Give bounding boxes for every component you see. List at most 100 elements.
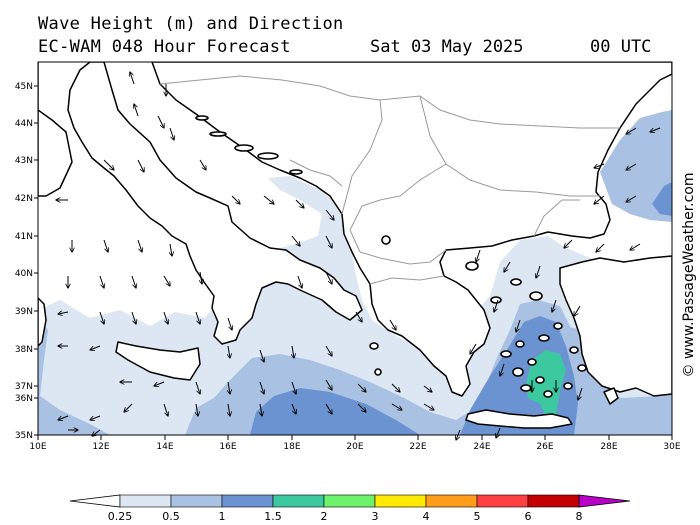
- direction-arrow: [170, 243, 172, 256]
- lon-label: 18E: [283, 442, 300, 452]
- direction-arrow: [391, 383, 400, 392]
- direction-arrow: [58, 312, 69, 314]
- direction-arrow: [626, 195, 637, 202]
- lon-label: 26E: [536, 442, 553, 452]
- direction-arrow: [292, 345, 294, 358]
- direction-arrow: [130, 72, 135, 85]
- direction-arrow: [423, 385, 432, 392]
- direction-arrow: [596, 243, 605, 252]
- rhodes: [603, 387, 619, 405]
- lon-label: 16E: [219, 442, 236, 452]
- lat-label: 45N: [15, 82, 33, 92]
- direction-arrow: [516, 319, 521, 332]
- direction-arrow: [131, 275, 136, 288]
- direction-arrow: [355, 311, 362, 322]
- wave-band-1-blacksea: [652, 182, 672, 216]
- direction-arrow: [90, 345, 101, 350]
- direction-arrow: [594, 163, 605, 168]
- direction-arrow: [263, 195, 274, 204]
- wave-direction-arrows: [56, 72, 661, 440]
- lat-label: 44N: [15, 119, 33, 129]
- direction-arrow: [470, 343, 477, 354]
- direction-arrow: [163, 275, 170, 286]
- direction-arrow: [90, 415, 101, 420]
- direction-arrow: [163, 311, 168, 324]
- direction-arrow: [295, 199, 304, 208]
- wave-band-15: [526, 350, 566, 420]
- legend-swatch: [170, 494, 223, 508]
- lon-label: 20E: [346, 442, 363, 452]
- direction-arrow: [99, 275, 104, 288]
- mainland: [38, 62, 73, 197]
- direction-arrow: [195, 381, 200, 394]
- direction-arrow: [500, 363, 505, 376]
- italy-balkans-land: [67, 62, 363, 345]
- direction-arrow: [228, 381, 230, 394]
- sardinia: [38, 297, 47, 347]
- lon-label: 28E: [600, 442, 617, 452]
- legend-cap-left: [69, 494, 121, 508]
- direction-arrow: [195, 311, 200, 324]
- direction-arrow: [496, 427, 501, 438]
- direction-arrow: [325, 379, 332, 390]
- direction-arrow: [564, 239, 573, 248]
- direction-arrow: [297, 275, 302, 288]
- legend-swatch: [119, 494, 172, 508]
- direction-arrow: [58, 415, 69, 420]
- lat-label: 42N: [15, 194, 33, 204]
- anatolia: [559, 255, 672, 397]
- direction-arrow: [536, 265, 541, 278]
- direction-arrow: [357, 383, 366, 392]
- lat-label: 36N: [15, 394, 33, 404]
- legend-tick: 1: [219, 510, 226, 523]
- land-masses: [38, 62, 672, 429]
- legend-swatch: [221, 494, 274, 508]
- legend-tick: 0.5: [162, 510, 180, 523]
- direction-arrow: [578, 387, 583, 400]
- direction-arrow: [594, 195, 605, 204]
- chart-title: Wave Height (m) and Direction: [38, 14, 344, 34]
- legend-tick: 6: [525, 510, 532, 523]
- direction-arrow: [228, 345, 230, 358]
- lon-label: 30E: [663, 442, 680, 452]
- direction-arrow: [99, 311, 104, 324]
- legend-swatch: [527, 494, 580, 508]
- direction-arrow: [199, 159, 206, 170]
- direction-arrow: [124, 403, 133, 412]
- direction-arrow: [391, 403, 402, 410]
- direction-arrow: [154, 381, 165, 386]
- wave-band-05-blacksea: [600, 110, 672, 222]
- direction-arrow: [196, 403, 198, 416]
- lon-label: 10E: [29, 442, 46, 452]
- lon-label: 14E: [156, 442, 173, 452]
- direction-arrow: [103, 159, 114, 170]
- lat-label: 35N: [15, 431, 33, 441]
- direction-arrow: [169, 127, 174, 140]
- direction-arrow: [131, 311, 136, 324]
- direction-arrow: [574, 305, 581, 316]
- direction-arrow: [476, 249, 481, 262]
- watermark: © www.PassageWeather.com: [679, 152, 699, 397]
- lat-label: 37N: [15, 382, 33, 392]
- direction-arrow: [259, 381, 264, 394]
- lon-label: 24E: [473, 442, 490, 452]
- lat-label: 43N: [15, 156, 33, 166]
- legend-tick: 1.5: [264, 510, 282, 523]
- crete: [465, 409, 573, 429]
- direction-arrow: [163, 403, 168, 416]
- direction-arrow: [552, 299, 557, 312]
- lat-label: 39N: [15, 307, 33, 317]
- direction-arrow: [103, 239, 108, 252]
- direction-arrow: [134, 104, 139, 117]
- legend-tick: 3: [372, 510, 379, 523]
- direction-arrow: [260, 403, 262, 416]
- legend-tick: 0.25: [108, 510, 133, 523]
- legend-cap-right: [578, 494, 631, 508]
- aegean-islands: [195, 115, 587, 398]
- legend-swatch: [476, 494, 529, 508]
- direction-arrow: [291, 403, 296, 414]
- direction-arrow: [494, 299, 499, 312]
- legend-tick: 8: [576, 510, 583, 523]
- watermark-text: © www.PassageWeather.com: [681, 171, 697, 378]
